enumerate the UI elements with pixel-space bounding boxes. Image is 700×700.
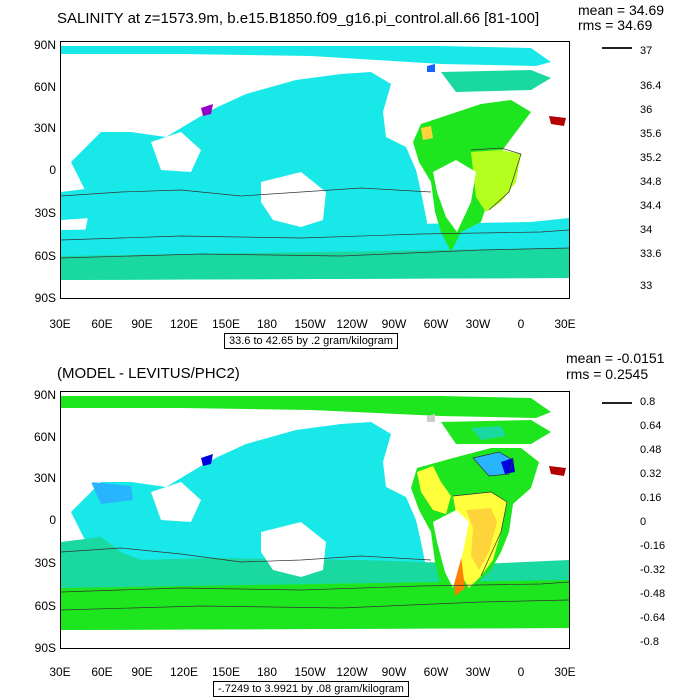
difference-map [60,391,570,649]
colorbar-label: -0.48 [640,588,666,600]
lon-label: 120W [336,317,368,331]
difference-panel: (MODEL - LEVITUS/PHC2) mean = -0.0151 rm… [0,350,700,700]
lon-label: 30E [554,317,576,331]
lat-label: 60N [33,430,56,444]
salinity-map [60,41,570,299]
lat-label: 90N [33,38,56,52]
colorbar-label: -0.16 [640,540,666,552]
colorbar-label: 36 [640,104,653,116]
colorbar-label: 35.2 [640,152,662,164]
contour-range: -.7249 to 3.9921 by .08 gram/kilogram [213,681,409,697]
lon-label: 90W [381,665,407,679]
lat-label: 90N [33,388,56,402]
lon-label: 150W [294,665,326,679]
lon-label: 30W [465,317,491,331]
colorbar-label: 33.6 [640,248,662,260]
mean-stat: mean = 34.69 [578,2,665,18]
lon-label: 150E [211,665,241,679]
colorbar-label: 35.6 [640,128,662,140]
lon-label: 30E [554,665,576,679]
colorbar-label: 34.4 [640,200,662,212]
colorbar-label: 36.4 [640,80,662,92]
lon-label: 0 [517,665,525,679]
lon-label: 180 [256,317,278,331]
lon-label: 150E [211,317,241,331]
colorbar-label: 0.16 [640,492,662,504]
salinity-panel: SALINITY at z=1573.9m, b.e15.B1850.f09_g… [33,2,665,349]
lon-label: 120W [336,665,368,679]
colorbar [602,402,632,404]
lon-label: 60E [91,317,113,331]
lat-label: 0 [49,163,56,177]
difference-map-graphic [61,396,569,648]
lon-label: 30E [49,317,71,331]
lon-label: 90E [131,665,153,679]
lon-label: 150W [294,317,326,331]
lat-label: 0 [49,513,56,527]
lat-label: 90S [34,641,56,655]
rms-stat: rms = 0.2545 [566,366,649,382]
lat-label: 30S [34,556,56,570]
colorbar-label: 37 [640,45,653,57]
lon-label: 30E [49,665,71,679]
colorbar-label: -0.8 [640,636,659,648]
colorbar-label: 0.48 [640,444,662,456]
colorbar-label: 34 [640,224,653,236]
colorbar-label: 0 [640,516,647,528]
lon-label: 120E [169,665,199,679]
lat-label: 60S [34,249,56,263]
colorbar-label: -0.64 [640,612,666,624]
rms-stat: rms = 34.69 [578,17,653,33]
colorbar-label: 0.8 [640,396,656,408]
colorbar [602,47,632,49]
colorbar-label: 34.8 [640,176,662,188]
lon-label: 30W [465,665,491,679]
lat-label: 30S [34,206,56,220]
lat-label: 30N [33,121,56,135]
colorbar-label: 0.32 [640,468,662,480]
panel-title: SALINITY at z=1573.9m, b.e15.B1850.f09_g… [57,10,540,27]
lon-label: 90E [131,317,153,331]
lon-label: 60W [423,317,449,331]
lat-label: 90S [34,291,56,305]
panel-title: (MODEL - LEVITUS/PHC2) [57,365,240,382]
colorbar-label: 0.64 [640,420,662,432]
lon-label: 120E [169,317,199,331]
colorbar-label: -0.32 [640,564,666,576]
lon-label: 60W [423,665,449,679]
lon-label: 90W [381,317,407,331]
lat-label: 60N [33,80,56,94]
mean-stat: mean = -0.0151 [566,350,665,366]
lon-label: 180 [256,665,278,679]
contour-range: 33.6 to 42.65 by .2 gram/kilogram [224,333,398,349]
lat-label: 60S [34,599,56,613]
lat-label: 30N [33,471,56,485]
lon-label: 0 [517,317,525,331]
salinity-map-graphic [61,46,569,298]
lon-label: 60E [91,665,113,679]
colorbar-label: 33 [640,280,653,292]
